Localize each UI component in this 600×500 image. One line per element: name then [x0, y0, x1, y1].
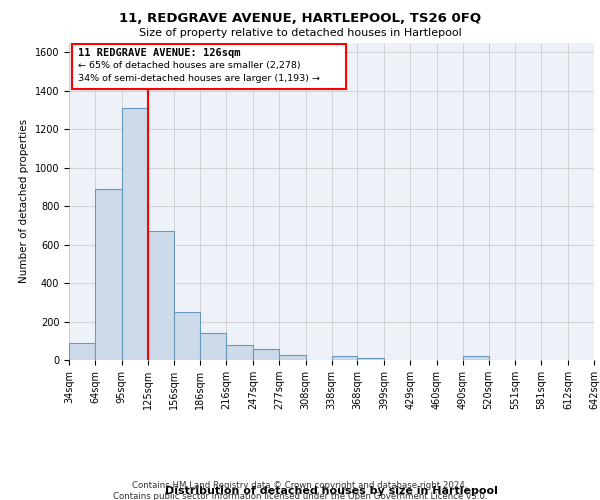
Bar	[95, 188, 122, 360]
Bar	[358, 358, 384, 360]
Bar	[463, 356, 488, 360]
Text: Contains public sector information licensed under the Open Government Licence v3: Contains public sector information licen…	[113, 492, 487, 500]
Text: 11 REDGRAVE AVENUE: 126sqm: 11 REDGRAVE AVENUE: 126sqm	[79, 48, 241, 58]
Bar	[148, 231, 175, 360]
Bar	[71, 44, 346, 88]
Bar	[331, 356, 358, 360]
Y-axis label: Number of detached properties: Number of detached properties	[19, 119, 29, 284]
Bar	[253, 350, 279, 360]
Bar	[226, 344, 253, 360]
Text: Contains HM Land Registry data © Crown copyright and database right 2024.: Contains HM Land Registry data © Crown c…	[132, 481, 468, 490]
Bar	[200, 333, 226, 360]
Bar	[122, 108, 148, 360]
Bar	[279, 355, 305, 360]
Bar	[175, 312, 200, 360]
X-axis label: Distribution of detached houses by size in Hartlepool: Distribution of detached houses by size …	[165, 486, 498, 496]
Text: 11, REDGRAVE AVENUE, HARTLEPOOL, TS26 0FQ: 11, REDGRAVE AVENUE, HARTLEPOOL, TS26 0F…	[119, 12, 481, 26]
Bar	[69, 342, 95, 360]
Text: ← 65% of detached houses are smaller (2,278): ← 65% of detached houses are smaller (2,…	[79, 61, 301, 70]
Text: Size of property relative to detached houses in Hartlepool: Size of property relative to detached ho…	[139, 28, 461, 38]
Text: 34% of semi-detached houses are larger (1,193) →: 34% of semi-detached houses are larger (…	[79, 74, 320, 82]
